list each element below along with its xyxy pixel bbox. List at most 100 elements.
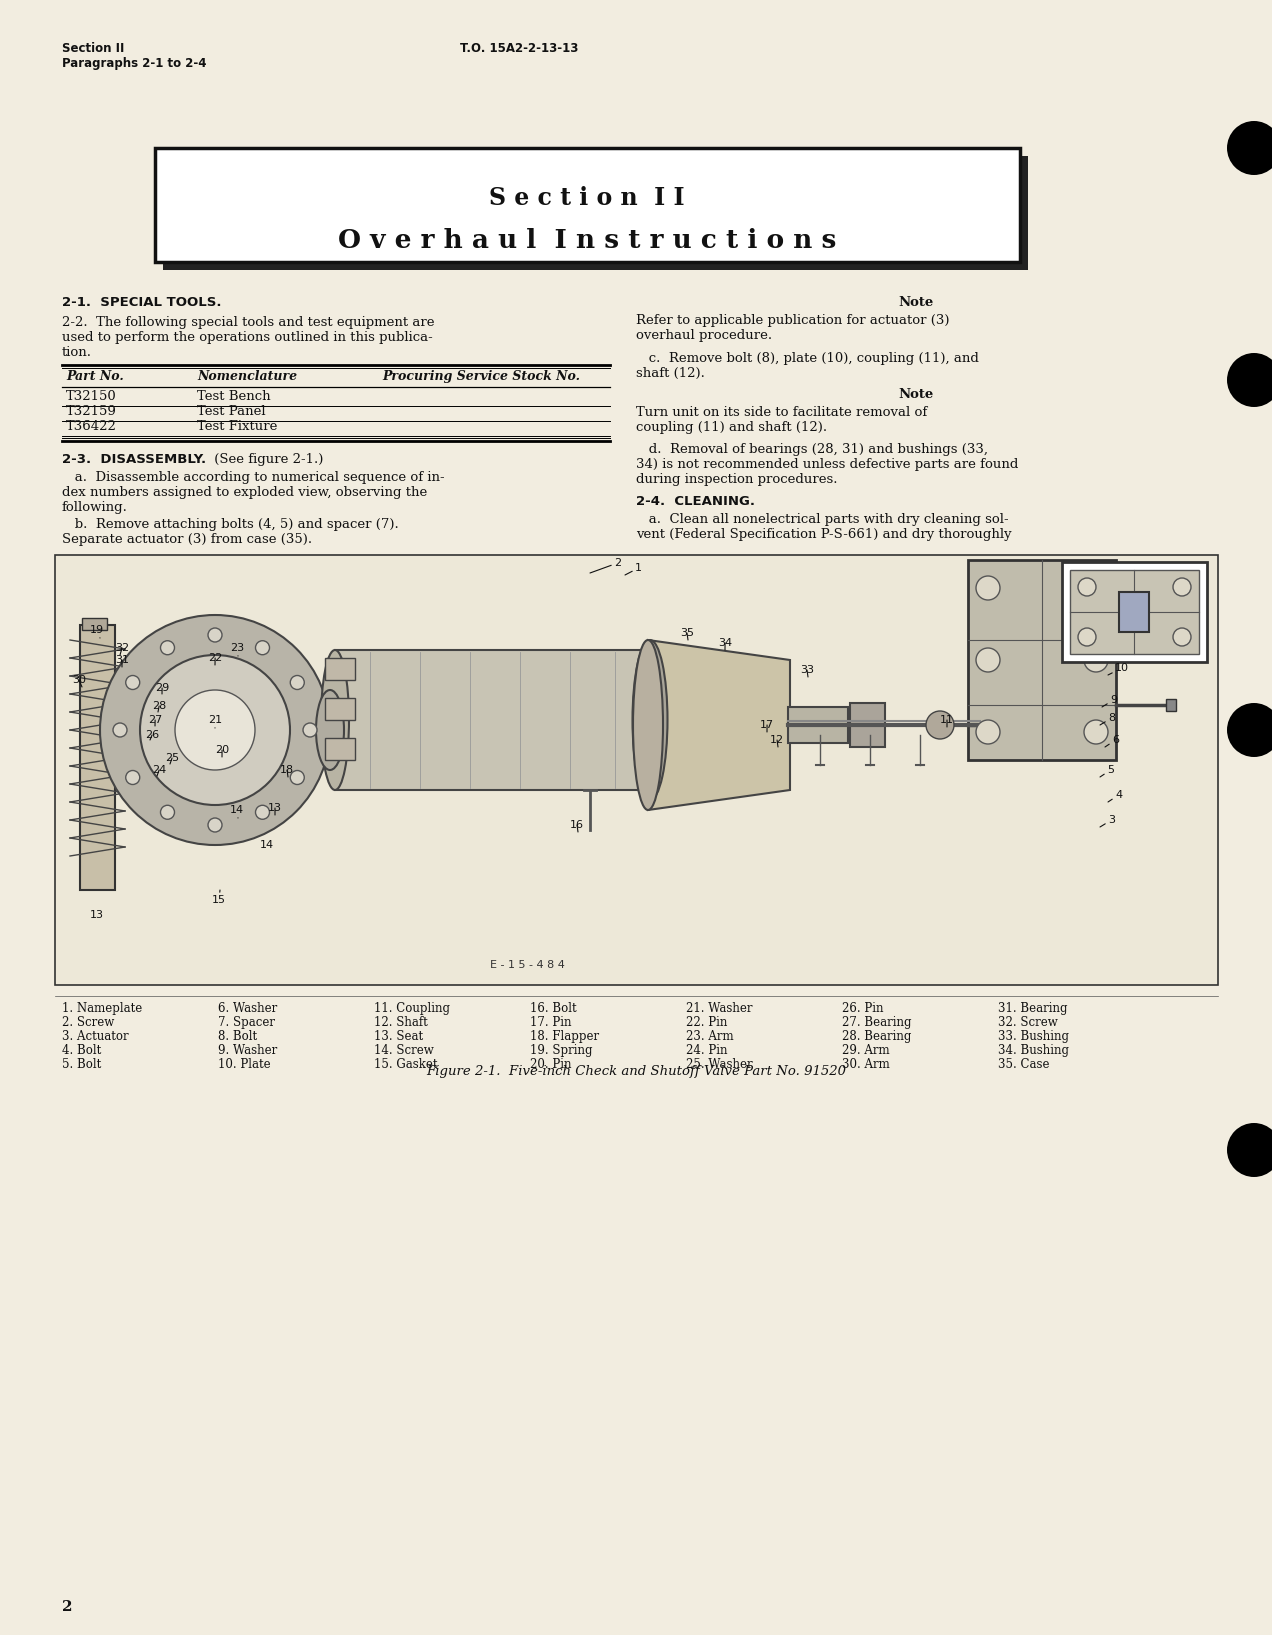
Text: Test Panel: Test Panel: [197, 405, 266, 419]
Circle shape: [1227, 1123, 1272, 1177]
Text: 14: 14: [230, 804, 244, 818]
Text: 10: 10: [1108, 664, 1130, 675]
Text: 5. Bolt: 5. Bolt: [62, 1058, 102, 1071]
Circle shape: [1084, 576, 1108, 600]
Text: 33. Bushing: 33. Bushing: [999, 1030, 1068, 1043]
Text: c.  Remove bolt (8), plate (10), coupling (11), and: c. Remove bolt (8), plate (10), coupling…: [636, 352, 979, 365]
Text: a.  Clean all nonelectrical parts with dry cleaning sol-: a. Clean all nonelectrical parts with dr…: [636, 513, 1009, 526]
Text: 2-4.  CLEANING.: 2-4. CLEANING.: [636, 495, 756, 508]
Text: Test Bench: Test Bench: [197, 391, 271, 402]
Text: 29: 29: [155, 683, 169, 693]
Text: 11: 11: [940, 714, 954, 728]
Text: 32: 32: [114, 643, 130, 656]
Text: 13: 13: [268, 803, 282, 814]
Text: 21: 21: [209, 714, 223, 728]
Circle shape: [126, 770, 140, 785]
Circle shape: [113, 723, 127, 737]
Text: 2-2.  The following special tools and test equipment are: 2-2. The following special tools and tes…: [62, 316, 435, 329]
Text: 14. Screw: 14. Screw: [374, 1045, 434, 1056]
Text: 2-1.  SPECIAL TOOLS.: 2-1. SPECIAL TOOLS.: [62, 296, 221, 309]
Text: T32150: T32150: [66, 391, 117, 402]
Bar: [81, 618, 107, 629]
Polygon shape: [647, 639, 790, 809]
Text: 8: 8: [1100, 713, 1116, 724]
Circle shape: [1084, 647, 1108, 672]
Text: 12. Shaft: 12. Shaft: [374, 1015, 427, 1028]
Text: 5: 5: [1100, 765, 1114, 777]
Ellipse shape: [633, 639, 663, 809]
Text: 22: 22: [209, 652, 223, 665]
Circle shape: [976, 719, 1000, 744]
Circle shape: [1173, 628, 1191, 646]
Circle shape: [140, 656, 290, 804]
Bar: [326, 698, 355, 719]
Text: 27. Bearing: 27. Bearing: [842, 1015, 912, 1028]
Text: 2: 2: [590, 558, 621, 572]
Text: 15. Gasket: 15. Gasket: [374, 1058, 438, 1071]
Text: 16: 16: [570, 821, 584, 832]
Text: 2: 2: [62, 1601, 73, 1614]
Bar: [1070, 571, 1199, 654]
Text: E - 1 5 - 4 8 4: E - 1 5 - 4 8 4: [490, 960, 565, 970]
Text: 18: 18: [280, 765, 294, 777]
Text: Procuring Service Stock No.: Procuring Service Stock No.: [382, 370, 580, 383]
Text: Paragraphs 2-1 to 2-4: Paragraphs 2-1 to 2-4: [62, 57, 206, 70]
Text: 2. Screw: 2. Screw: [62, 1015, 114, 1028]
Text: 30: 30: [73, 675, 86, 687]
Bar: [163, 155, 1028, 270]
Circle shape: [1077, 579, 1096, 597]
Ellipse shape: [315, 690, 343, 770]
Bar: [335, 651, 650, 790]
Text: 24: 24: [151, 765, 167, 777]
Bar: [1166, 615, 1177, 626]
Text: 13. Seat: 13. Seat: [374, 1030, 424, 1043]
Text: Separate actuator (3) from case (35).: Separate actuator (3) from case (35).: [62, 533, 312, 546]
Text: 19. Spring: 19. Spring: [530, 1045, 593, 1056]
Text: Figure 2-1.  Five-inch Check and Shutoff Valve Part No. 91520: Figure 2-1. Five-inch Check and Shutoff …: [426, 1064, 846, 1077]
Text: 26. Pin: 26. Pin: [842, 1002, 884, 1015]
Text: 3: 3: [1100, 814, 1116, 827]
Text: 2-3.  DISASSEMBLY.: 2-3. DISASSEMBLY.: [62, 453, 206, 466]
Bar: [1166, 700, 1177, 711]
Text: T32159: T32159: [66, 405, 117, 419]
Text: 3. Actuator: 3. Actuator: [62, 1030, 128, 1043]
Text: 28. Bearing: 28. Bearing: [842, 1030, 911, 1043]
Circle shape: [290, 675, 304, 690]
Text: a.  Disassemble according to numerical sequence of in-: a. Disassemble according to numerical se…: [62, 471, 445, 484]
Text: 11. Coupling: 11. Coupling: [374, 1002, 450, 1015]
Text: Refer to applicable publication for actuator (3): Refer to applicable publication for actu…: [636, 314, 949, 327]
Ellipse shape: [632, 639, 668, 800]
Text: b.  Remove attaching bolts (4, 5) and spacer (7).: b. Remove attaching bolts (4, 5) and spa…: [62, 518, 398, 531]
Bar: [1119, 592, 1149, 633]
Text: tion.: tion.: [62, 347, 92, 360]
Bar: [968, 561, 1116, 760]
Text: 4: 4: [1108, 790, 1122, 803]
Text: dex numbers assigned to exploded view, observing the: dex numbers assigned to exploded view, o…: [62, 486, 427, 499]
Text: 32. Screw: 32. Screw: [999, 1015, 1058, 1028]
Bar: [850, 703, 885, 747]
Circle shape: [1227, 121, 1272, 175]
Circle shape: [976, 576, 1000, 600]
Circle shape: [290, 770, 304, 785]
Circle shape: [976, 647, 1000, 672]
Bar: [155, 149, 1020, 262]
Text: 20. Pin: 20. Pin: [530, 1058, 571, 1071]
Text: used to perform the operations outlined in this publica-: used to perform the operations outlined …: [62, 330, 432, 343]
Bar: [55, 554, 1219, 984]
Text: Part No.: Part No.: [66, 370, 123, 383]
Circle shape: [1227, 353, 1272, 407]
Circle shape: [100, 615, 329, 845]
Text: 25: 25: [165, 754, 179, 764]
Text: 23: 23: [230, 643, 244, 656]
Text: Note: Note: [898, 387, 934, 401]
Text: 14: 14: [259, 840, 275, 850]
Text: 21. Washer: 21. Washer: [686, 1002, 753, 1015]
Text: O v e r h a u l  I n s t r u c t i o n s: O v e r h a u l I n s t r u c t i o n s: [338, 227, 836, 253]
Text: 12: 12: [770, 736, 784, 747]
Circle shape: [209, 628, 223, 643]
Circle shape: [926, 711, 954, 739]
Bar: [326, 657, 355, 680]
Bar: [1062, 562, 1207, 662]
Circle shape: [160, 806, 174, 819]
Circle shape: [126, 675, 140, 690]
